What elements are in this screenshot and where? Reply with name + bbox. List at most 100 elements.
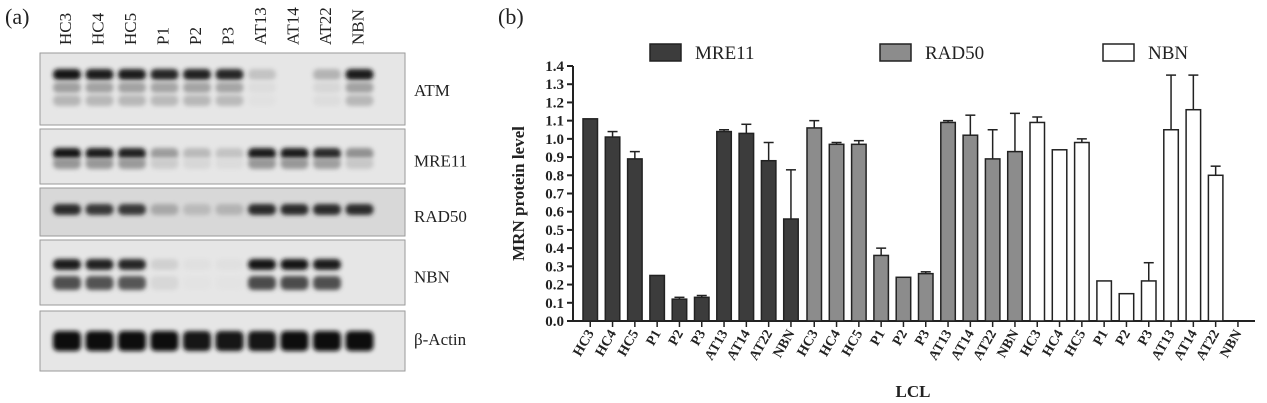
protein-band — [248, 158, 276, 169]
bar — [649, 274, 666, 322]
protein-band — [280, 158, 309, 169]
x-tick-label: P1 — [868, 328, 889, 349]
protein-band — [313, 69, 341, 80]
protein-band — [150, 69, 179, 80]
protein-band — [183, 331, 211, 351]
x-tick-label: HC4 — [1040, 328, 1067, 360]
protein-band — [215, 276, 244, 290]
x-tick-label: P3 — [688, 328, 709, 349]
protein-band — [53, 204, 81, 215]
bar — [917, 272, 934, 322]
x-tick-label: HC5 — [615, 328, 642, 360]
legend-swatch — [879, 43, 912, 62]
bar — [1029, 121, 1046, 322]
legend-label: NBN — [1148, 43, 1188, 64]
protein-band — [150, 204, 179, 215]
bar — [671, 298, 688, 322]
protein-band — [313, 259, 341, 270]
protein-band — [215, 148, 244, 159]
protein-band — [53, 82, 81, 93]
x-tick-label: HC4 — [817, 328, 844, 360]
protein-band — [280, 204, 309, 215]
lane-label: HC3 — [56, 13, 75, 45]
x-tick-label: HC4 — [593, 328, 620, 360]
protein-band — [248, 148, 276, 159]
x-tick-label: HC3 — [795, 328, 822, 360]
blot-label: MRE11 — [414, 151, 467, 170]
bar — [782, 218, 799, 322]
protein-band — [313, 82, 341, 93]
lane-label: P1 — [153, 27, 172, 45]
protein-band — [118, 69, 146, 80]
protein-band — [248, 331, 276, 351]
lane-label: AT22 — [316, 7, 335, 45]
bar — [940, 121, 957, 322]
bar — [873, 254, 890, 322]
bar — [962, 134, 979, 322]
protein-band — [85, 95, 114, 106]
protein-band — [118, 158, 146, 169]
protein-band — [215, 95, 244, 106]
protein-band — [345, 82, 374, 93]
bar — [1051, 149, 1068, 322]
protein-band — [150, 276, 179, 290]
protein-band — [150, 148, 179, 159]
x-tick-label: NBN — [771, 328, 799, 361]
y-axis-title: MRN protein level — [509, 126, 528, 261]
y-tick-label: 0.8 — [545, 168, 564, 184]
bar — [1207, 174, 1224, 322]
protein-band — [85, 204, 114, 215]
protein-band — [150, 158, 179, 169]
y-tick-label: 1.4 — [545, 59, 564, 75]
x-tick-label: HC3 — [1018, 328, 1045, 360]
protein-band — [215, 331, 244, 351]
legend-swatch — [649, 43, 682, 62]
panel-b-label: (b) — [498, 4, 524, 29]
protein-band — [53, 148, 81, 159]
protein-band — [118, 331, 146, 351]
protein-band — [280, 148, 309, 159]
protein-band — [85, 276, 114, 290]
western-blot-panel: (a) HC3 HC4 HC5 P1 P2 P3 AT13 AT14 AT22 NBN ATM MRE1… — [5, 4, 467, 372]
protein-band — [183, 95, 211, 106]
bar — [895, 276, 912, 322]
blot-label: ATM — [414, 81, 450, 100]
lane-label: NBN — [348, 9, 367, 45]
bar — [1118, 292, 1135, 322]
bar — [984, 158, 1001, 322]
protein-band — [183, 276, 211, 290]
lane-label: HC5 — [121, 13, 140, 45]
protein-band — [345, 95, 374, 106]
legend-swatch — [1102, 43, 1135, 62]
protein-band — [118, 259, 146, 270]
protein-band — [248, 95, 276, 106]
protein-band — [248, 82, 276, 93]
protein-band — [313, 276, 341, 290]
protein-band — [183, 69, 211, 80]
protein-band — [150, 331, 179, 351]
bar — [806, 127, 823, 322]
protein-band — [215, 259, 244, 270]
bar — [1163, 129, 1180, 322]
lane-label: AT13 — [251, 7, 270, 45]
protein-band — [183, 158, 211, 169]
y-tick-label: 0.1 — [545, 296, 564, 312]
protein-band — [345, 331, 374, 351]
x-tick-label: P3 — [1135, 328, 1156, 349]
legend-label: MRE11 — [695, 43, 754, 64]
x-tick-label: HC5 — [1062, 328, 1089, 360]
y-tick-label: 0.0 — [545, 314, 564, 330]
x-tick-label: HC5 — [839, 328, 866, 360]
bar — [760, 159, 777, 322]
protein-band — [150, 259, 179, 270]
bar — [850, 143, 867, 322]
y-tick-label: 1.1 — [545, 114, 564, 130]
protein-band — [313, 95, 341, 106]
protein-band — [280, 259, 309, 270]
y-tick-label: 1.2 — [545, 95, 564, 111]
bar — [604, 136, 621, 322]
protein-band — [313, 148, 341, 159]
protein-band — [345, 158, 374, 169]
lane-label: HC4 — [88, 12, 107, 45]
protein-band — [150, 95, 179, 106]
